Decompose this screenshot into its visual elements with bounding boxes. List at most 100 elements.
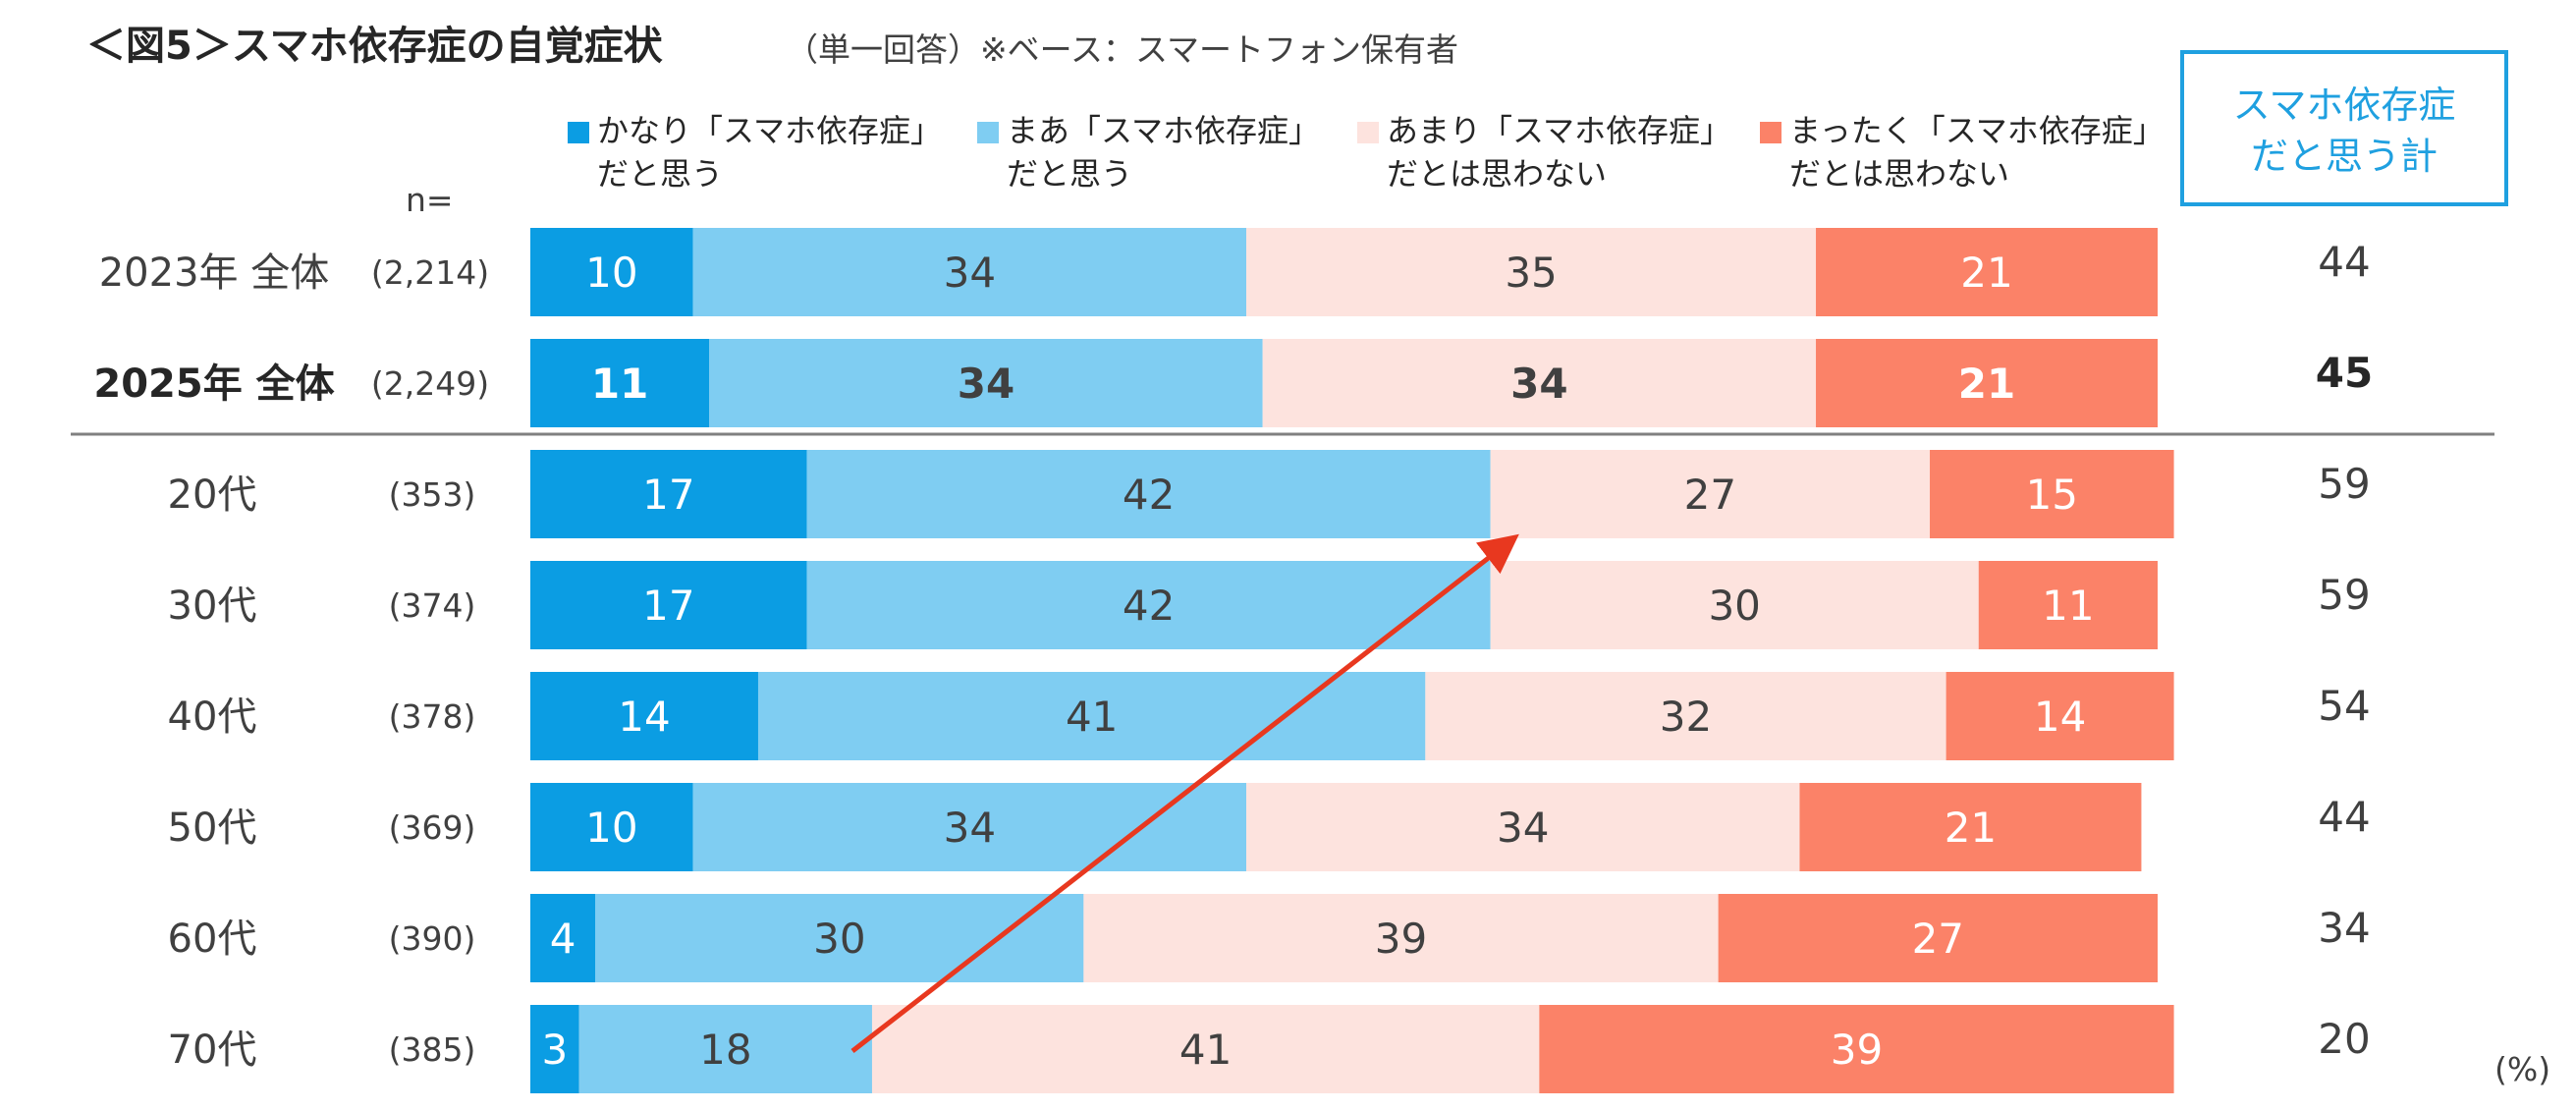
bar-value-label: 34 [944, 804, 996, 852]
legend-label-2-line2: だと思う [1007, 155, 1132, 193]
legend-label-4-line2: だとは思わない [1789, 155, 2009, 193]
bar-value-label: 41 [1066, 693, 1118, 741]
total-header-line1: スマホ依存症 [2233, 83, 2456, 127]
total-header-line2: だと思う計 [2251, 135, 2438, 178]
bar-segment [530, 672, 758, 760]
bar-value-label: 15 [2026, 471, 2078, 519]
legend-label-3-line2: だとは思わない [1387, 155, 1607, 193]
total-header-box [2180, 50, 2508, 206]
legend-item-3: あまり「スマホ依存症」 だとは思わない [1357, 112, 1731, 193]
row-label: 50代 [168, 805, 257, 851]
bar-value-label: 34 [1497, 804, 1549, 852]
row-label: 40代 [168, 694, 257, 740]
row-sample-size: (2,249) [371, 364, 489, 403]
bar-segment [530, 339, 710, 427]
bar-value-label: 4 [550, 915, 576, 963]
bar-value-label: 27 [1684, 471, 1736, 519]
bar-value-label: 41 [1179, 1026, 1232, 1074]
row-label: 20代 [168, 472, 257, 518]
bar-segment [692, 228, 1247, 316]
row-sample-size: (378) [389, 697, 476, 736]
legend-label-3-line1: あまり「スマホ依存症」 [1387, 112, 1731, 149]
legend-item-4: まったく「スマホ依存症」 だとは思わない [1760, 112, 2165, 193]
row-total: 45 [2316, 349, 2373, 397]
bar-segment [578, 1005, 872, 1093]
total-header: スマホ依存症 だと思う計 [2180, 50, 2508, 206]
row-sample-size: (374) [389, 586, 476, 625]
bar-value-label: 17 [642, 471, 694, 519]
legend-swatch-3 [1357, 122, 1379, 143]
row-sample-size: (2,214) [371, 253, 489, 292]
legend-item-2: まあ「スマホ依存症」 だと思う [977, 112, 1320, 193]
bar-segment [1946, 672, 2174, 760]
trend-arrow [850, 533, 1519, 1053]
legend: かなり「スマホ依存症」 だと思う まあ「スマホ依存症」 だと思う あまり「スマホ… [568, 112, 2165, 193]
bar-segment [1425, 672, 1946, 760]
bar-value-label: 14 [618, 693, 670, 741]
bar-value-label: 30 [813, 915, 865, 963]
legend-item-1: かなり「スマホ依存症」 だと思う [568, 112, 942, 193]
chart-title: ＜図5＞スマホ依存症の自覚症状 [86, 24, 664, 69]
legend-swatch-2 [977, 122, 999, 143]
bar-segment [1539, 1005, 2174, 1093]
bar-segment [1816, 228, 2158, 316]
bar-segment [595, 894, 1084, 982]
bar-segment [709, 339, 1263, 427]
bar-value-label: 30 [1708, 582, 1760, 630]
bar-segment [1816, 339, 2158, 427]
bar-segment [1246, 783, 1800, 871]
bar-segment [692, 783, 1247, 871]
legend-swatch-4 [1760, 122, 1781, 143]
unit-label: (%) [2494, 1050, 2550, 1088]
legend-label-2-line1: まあ「スマホ依存症」 [1007, 112, 1320, 149]
bar-value-label: 11 [2042, 582, 2094, 630]
bar-segment [1490, 450, 1931, 538]
bar-value-label: 11 [591, 360, 648, 408]
bar-value-label: 35 [1505, 249, 1557, 297]
bar-value-label: 17 [642, 582, 694, 630]
row-total: 20 [2318, 1015, 2370, 1063]
row-total: 59 [2318, 460, 2370, 508]
bar-segment [530, 1005, 579, 1093]
bar-segment [1262, 339, 1817, 427]
bar-value-label: 10 [585, 804, 637, 852]
bar-value-label: 21 [1960, 249, 2012, 297]
bar-value-label: 42 [1123, 471, 1175, 519]
bar-value-label: 10 [585, 249, 637, 297]
bar-segment [530, 783, 693, 871]
bar-value-label: 21 [1945, 804, 1997, 852]
row-label: 70代 [168, 1028, 257, 1073]
bar-segment [530, 450, 807, 538]
row-sample-size: (390) [389, 919, 476, 958]
bar-value-label: 39 [1375, 915, 1427, 963]
bar-value-label: 32 [1660, 693, 1712, 741]
row-sample-size: (369) [389, 808, 476, 847]
bar-segment [806, 561, 1491, 649]
bar-segment [1718, 894, 2158, 982]
bar-segment [871, 1005, 1540, 1093]
bar-segment [530, 894, 596, 982]
row-sample-size: (353) [389, 475, 476, 514]
chart-subtitle: （単一回答）※ベース：スマートフォン保有者 [786, 30, 1458, 69]
bar-value-label: 42 [1123, 582, 1175, 630]
legend-label-1-line2: だと思う [597, 155, 723, 193]
row-total: 54 [2318, 682, 2370, 730]
bar-value-label: 34 [944, 249, 996, 297]
row-total: 44 [2318, 238, 2370, 286]
row-label: 2023年 全体 [99, 250, 330, 296]
legend-label-4-line1: まったく「スマホ依存症」 [1789, 112, 2165, 149]
row-label: 2025年 全体 [93, 361, 334, 407]
bar-segment [1490, 561, 1979, 649]
bar-segment [1930, 450, 2174, 538]
bar-value-label: 34 [1510, 360, 1567, 408]
bar-value-label: 27 [1912, 915, 1964, 963]
row-total: 59 [2318, 571, 2370, 619]
bar-segment [1799, 783, 2142, 871]
bar-segment [757, 672, 1426, 760]
bar-value-label: 3 [541, 1026, 568, 1074]
row-label: 30代 [168, 583, 257, 629]
row-total: 44 [2318, 793, 2370, 841]
bar-value-label: 39 [1831, 1026, 1883, 1074]
